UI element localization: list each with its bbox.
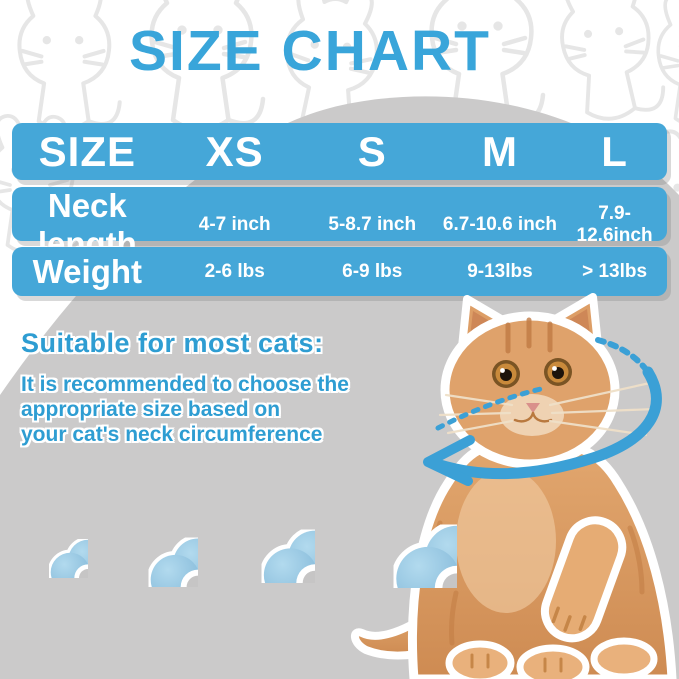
neck-length-m: 6.7-10.6 inch bbox=[442, 214, 557, 235]
table-row-neck-length: Neck length 4-7 inch 5-8.7 inch 6.7-10.6… bbox=[12, 187, 667, 262]
weight-xs: 2-6 lbs bbox=[204, 260, 265, 282]
weight-label: Weight bbox=[32, 252, 143, 290]
flower-collar-xs-icon bbox=[10, 500, 88, 578]
header-col-l: L bbox=[601, 127, 628, 175]
note-line: It is recommended to choose the bbox=[21, 373, 349, 396]
neck-length-xs: 4-7 inch bbox=[198, 214, 271, 235]
ginger-cat-illustration bbox=[351, 293, 677, 679]
header-col-m: M bbox=[481, 127, 518, 175]
header-col-xs: XS bbox=[205, 127, 264, 175]
header-size-label: SIZE bbox=[38, 127, 136, 175]
flower-collar-s-icon bbox=[99, 488, 198, 587]
weight-s: 6-9 lbs bbox=[342, 260, 403, 282]
weight-l: > 13lbs bbox=[582, 260, 648, 282]
header-col-s: S bbox=[357, 127, 387, 175]
note-body: It is recommended to choose the appropri… bbox=[21, 372, 349, 447]
table-header-row: SIZE XS S M L bbox=[12, 123, 667, 180]
page-title: SIZE CHART bbox=[129, 19, 491, 83]
note-heading: Suitable for most cats: bbox=[21, 328, 324, 358]
neck-measure-arrow-icon bbox=[423, 337, 662, 486]
note-line: your cat's neck circumference bbox=[21, 423, 323, 446]
weight-m: 9-13lbs bbox=[467, 260, 533, 282]
note-line: appropriate size based on bbox=[21, 398, 281, 421]
flower-collar-l-icon bbox=[330, 461, 457, 588]
neck-length-l: 7.9-12.6inch bbox=[576, 203, 653, 246]
flower-collar-m-icon bbox=[208, 476, 315, 583]
neck-length-s: 5-8.7 inch bbox=[328, 214, 417, 235]
table-row-weight: Weight 2-6 lbs 6-9 lbs 9-13lbs > 13lbs bbox=[12, 247, 667, 296]
